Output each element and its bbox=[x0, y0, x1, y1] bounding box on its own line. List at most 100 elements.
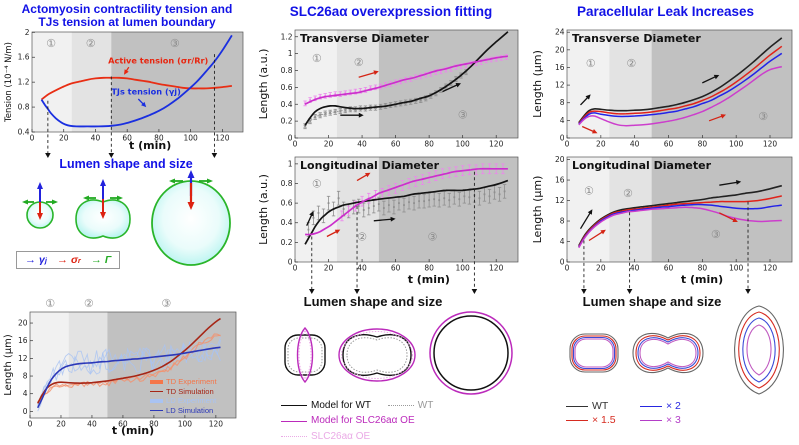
lumen-stage-1 bbox=[22, 182, 58, 229]
svg-text:40: 40 bbox=[87, 420, 97, 429]
right-lumen-title: Lumen shape and size bbox=[582, 294, 722, 309]
svg-text:40: 40 bbox=[357, 264, 367, 273]
svg-text:80: 80 bbox=[424, 264, 434, 273]
svg-text:0: 0 bbox=[565, 140, 570, 149]
simulation-chart: 0 20 40 60 80 100 120 0 4 8 12 16 20 Length (μm) t (mi… bbox=[3, 297, 237, 437]
legend-item: Model for WT bbox=[281, 399, 371, 413]
legend-label: WT bbox=[592, 400, 609, 412]
legend-item: TD Simulation bbox=[150, 387, 217, 397]
svg-text:40: 40 bbox=[630, 140, 640, 149]
svg-text:40: 40 bbox=[630, 264, 640, 273]
leak-transverse-chart: 0 20 40 60 80 100 120 0 4 8 12 16 20 24 Length (μm) Tra… bbox=[532, 28, 793, 149]
legend-label: TD Experiment bbox=[166, 377, 217, 386]
svg-text:t (min): t (min) bbox=[408, 273, 450, 286]
svg-text:20: 20 bbox=[59, 134, 69, 143]
svg-text:0: 0 bbox=[565, 264, 570, 273]
svg-text:②: ② bbox=[623, 187, 633, 200]
fit-longitudinal-chart: 0 20 40 60 80 100 120 0 0.2 0.4 0.6 0.8 1 Length (a.u… bbox=[258, 156, 519, 294]
legend-row: Model for SLC26aα OE bbox=[281, 413, 447, 429]
tj-tension-arrowhead bbox=[187, 170, 195, 178]
legend-label: γ bbox=[39, 254, 45, 266]
svg-text:8: 8 bbox=[23, 372, 28, 381]
x2-outline bbox=[637, 337, 699, 369]
legend-label-sub: r bbox=[77, 255, 81, 265]
svg-text:100: 100 bbox=[729, 264, 744, 273]
oe-model-outline bbox=[338, 328, 416, 382]
lumen-shapes-middle bbox=[284, 311, 513, 395]
wt-model-outline bbox=[433, 315, 509, 391]
legend-swatch bbox=[281, 436, 307, 437]
svg-text:80: 80 bbox=[698, 264, 708, 273]
leak-lumen-stage-2 bbox=[632, 333, 704, 373]
svg-text:Longitudinal Diameter: Longitudinal Diameter bbox=[572, 159, 712, 172]
legend-item: × 3 bbox=[640, 413, 714, 427]
legend-swatch bbox=[150, 398, 163, 403]
tj-tension-arrowhead bbox=[37, 182, 43, 189]
svg-text:4: 4 bbox=[560, 237, 565, 246]
svg-text:②: ② bbox=[354, 56, 364, 69]
svg-text:0.4: 0.4 bbox=[18, 128, 30, 137]
legend-label: Γ bbox=[104, 254, 112, 266]
svg-text:12: 12 bbox=[555, 81, 565, 90]
svg-text:80: 80 bbox=[698, 140, 708, 149]
svg-text:120: 120 bbox=[489, 140, 504, 149]
svg-text:③: ③ bbox=[758, 110, 768, 123]
svg-text:80: 80 bbox=[424, 140, 434, 149]
legend-swatch bbox=[640, 405, 662, 407]
x1p5-outline bbox=[571, 335, 617, 371]
svg-text:40: 40 bbox=[91, 134, 101, 143]
leak-longitudinal-chart: 0 20 40 60 80 100 120 0 4 8 12 16 20 Length (μm) t (mi… bbox=[532, 155, 793, 294]
svg-text:60: 60 bbox=[391, 264, 401, 273]
legend-label: WT bbox=[417, 399, 434, 411]
x3-outline bbox=[639, 338, 697, 368]
svg-text:Longitudinal Diameter: Longitudinal Diameter bbox=[300, 159, 440, 172]
fit-lumen-stage-1 bbox=[284, 326, 326, 384]
svg-text:80: 80 bbox=[154, 134, 164, 143]
wt-outline bbox=[569, 333, 619, 373]
svg-text:100: 100 bbox=[456, 264, 471, 273]
svg-text:2: 2 bbox=[25, 28, 30, 37]
svg-text:0.2: 0.2 bbox=[281, 238, 293, 247]
svg-text:①: ① bbox=[586, 57, 596, 70]
legend-label: LD Simulation bbox=[166, 405, 214, 415]
oe-exp-outline bbox=[341, 331, 413, 379]
legend-label: LD Experiment bbox=[166, 396, 217, 405]
svg-text:100: 100 bbox=[183, 134, 198, 143]
leak-tension-arrowhead bbox=[117, 195, 123, 201]
svg-text:①: ① bbox=[312, 52, 322, 65]
svg-text:③: ③ bbox=[458, 108, 468, 121]
svg-text:③: ③ bbox=[161, 297, 171, 310]
leak-lumen-stage-1 bbox=[569, 333, 619, 373]
legend-label: × 1.5 bbox=[592, 414, 616, 426]
left-panel-title: Actomyosin contractility tension and TJs… bbox=[0, 3, 254, 29]
svg-text:0.8: 0.8 bbox=[281, 179, 293, 188]
svg-text:16: 16 bbox=[18, 336, 28, 345]
leak-tension-arrowhead bbox=[52, 199, 58, 205]
svg-text:100: 100 bbox=[178, 420, 193, 429]
legend-swatch bbox=[281, 405, 307, 406]
svg-text:Tension (10⁻⁴ N/m): Tension (10⁻⁴ N/m) bbox=[4, 42, 14, 123]
middle-lumen-title: Lumen shape and size bbox=[303, 294, 443, 309]
tj-tension-arrowhead bbox=[100, 179, 106, 186]
svg-text:0: 0 bbox=[560, 258, 565, 267]
legend-swatch bbox=[150, 409, 163, 411]
svg-text:0.4: 0.4 bbox=[281, 100, 293, 109]
svg-text:20: 20 bbox=[18, 319, 28, 328]
x2-outline bbox=[742, 317, 776, 383]
svg-text:120: 120 bbox=[763, 140, 778, 149]
svg-text:0.6: 0.6 bbox=[281, 199, 293, 208]
svg-text:8: 8 bbox=[560, 98, 565, 107]
svg-text:80: 80 bbox=[149, 420, 159, 429]
svg-text:1.6: 1.6 bbox=[18, 53, 30, 62]
legend-label: × 3 bbox=[666, 414, 681, 426]
svg-text:16: 16 bbox=[555, 63, 565, 72]
svg-text:20: 20 bbox=[555, 45, 565, 54]
legend-item: Model for SLC26aα OE bbox=[281, 414, 415, 428]
x1p5-outline bbox=[635, 335, 701, 371]
leak-tension-arrowhead bbox=[207, 178, 213, 184]
svg-text:20: 20 bbox=[56, 420, 66, 429]
svg-text:③: ③ bbox=[170, 37, 180, 50]
legend-row: Model for WT WT bbox=[281, 397, 447, 413]
legend-label-sub: j bbox=[44, 255, 47, 265]
fit-lumen-stage-2 bbox=[338, 328, 416, 382]
